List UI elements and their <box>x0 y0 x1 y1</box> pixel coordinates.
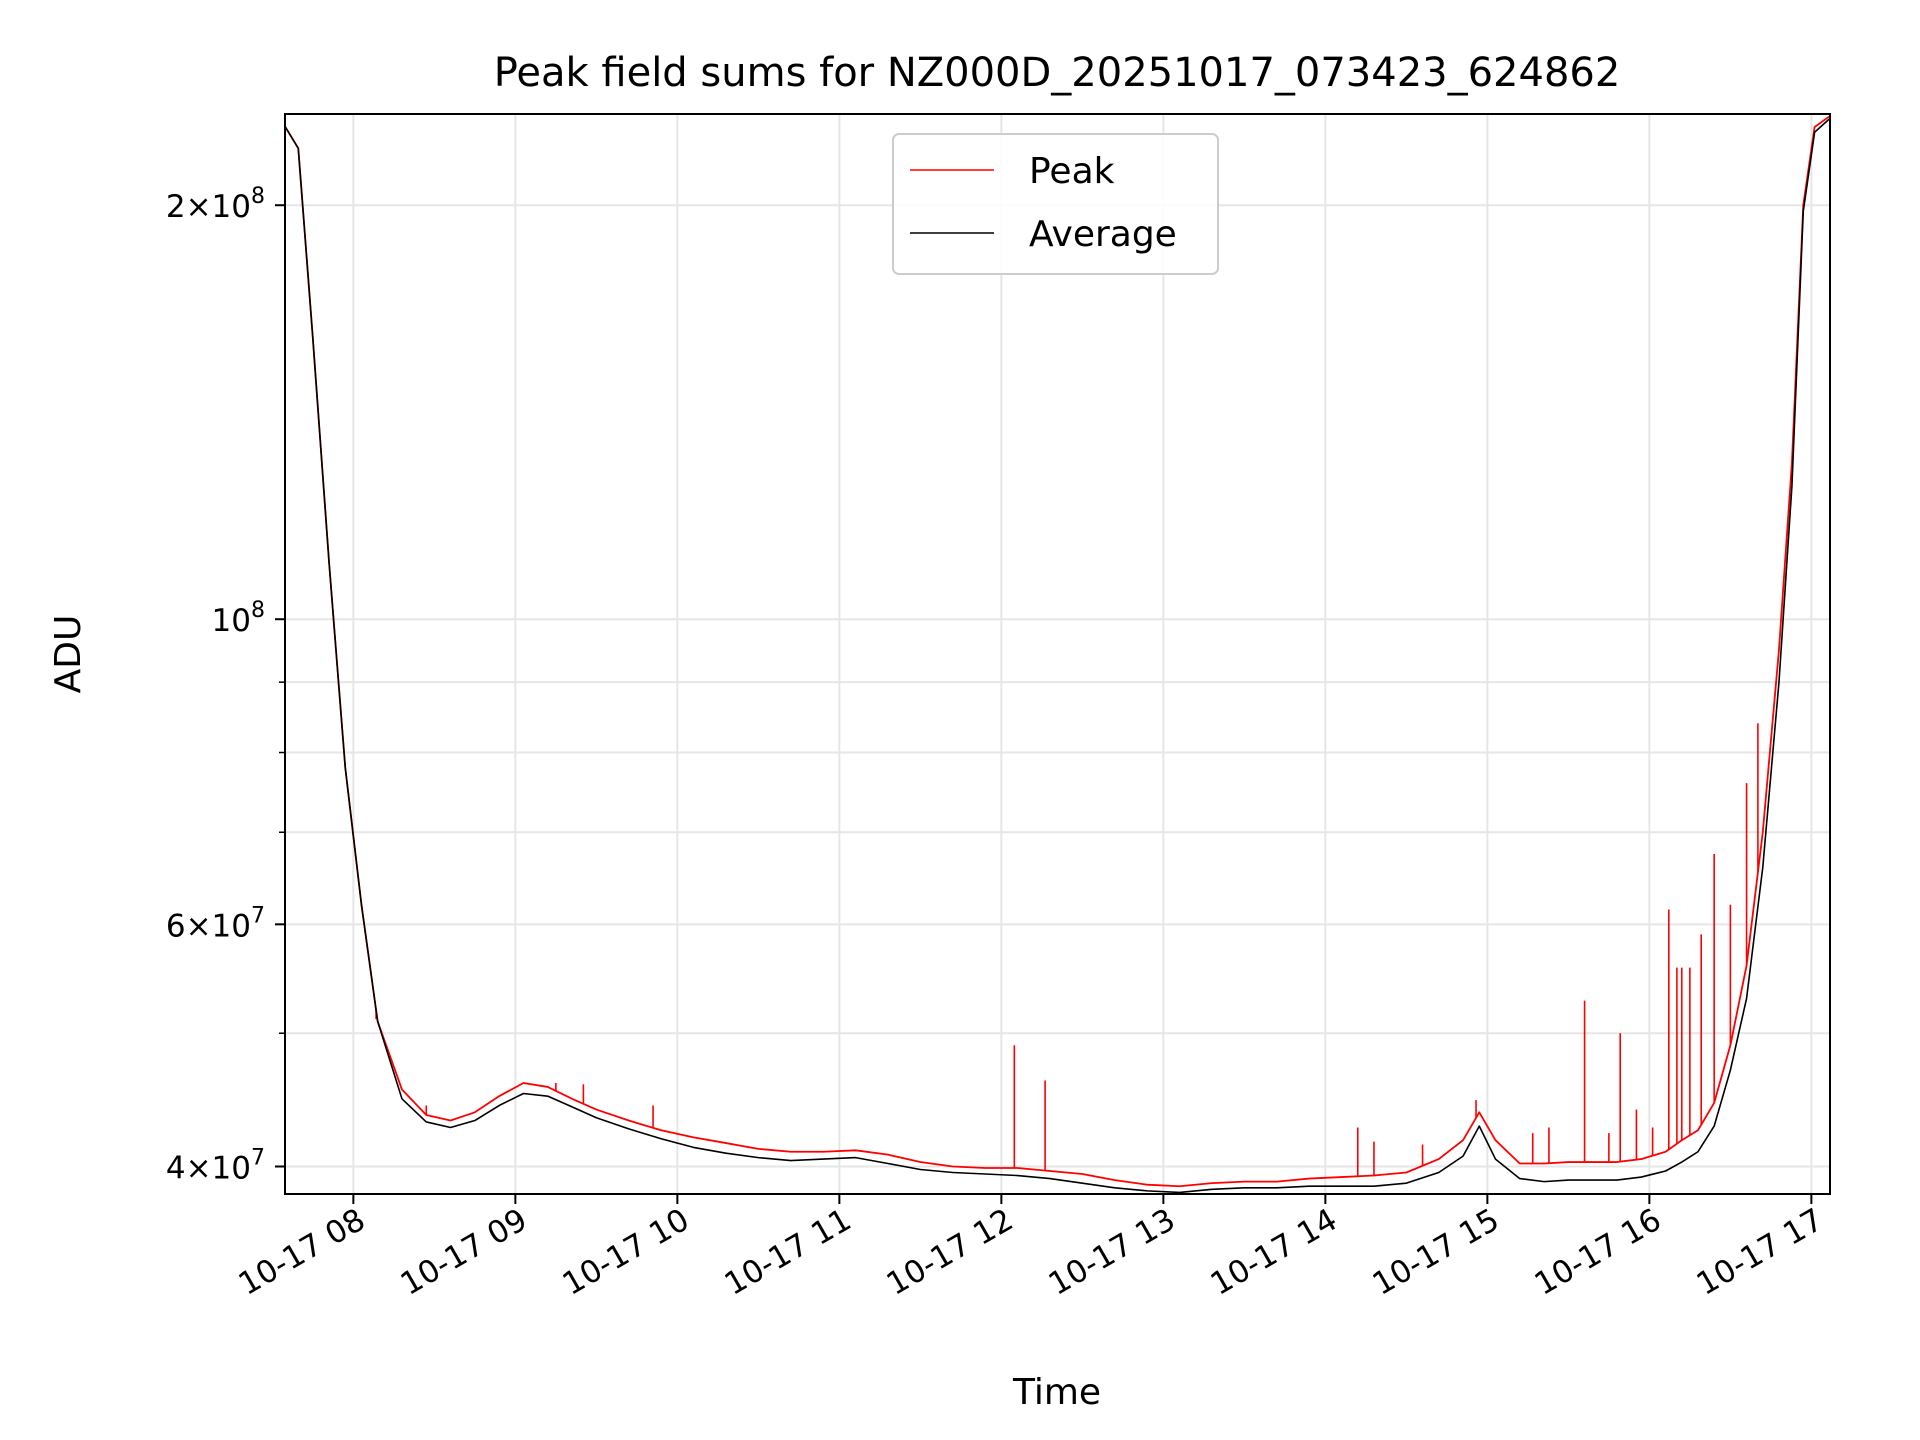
y-tick-label: 6×107 <box>166 903 265 944</box>
series-peak-line <box>284 115 1830 1188</box>
y-axis-label: ADU <box>48 615 89 694</box>
plot-area <box>284 115 1830 1194</box>
series-average-line <box>284 118 1830 1194</box>
axes-frame <box>284 113 1831 1195</box>
y-tick-label: 4×107 <box>166 1145 265 1186</box>
y-axis: 4×107 6×107 108 2×108 <box>166 184 285 1186</box>
axes-background <box>285 114 1830 1194</box>
legend-box <box>892 133 1219 275</box>
chart-title: Peak field sums for NZ000D_20251017_0734… <box>494 50 1621 96</box>
legend: Peak Average <box>892 133 1219 275</box>
x-axis-label: Time <box>1012 1372 1101 1413</box>
legend-average-label: Average <box>1029 214 1177 255</box>
legend-peak-label: Peak <box>1029 151 1115 192</box>
y-tick-label: 2×108 <box>166 184 265 225</box>
y-tick-label: 108 <box>212 598 265 639</box>
